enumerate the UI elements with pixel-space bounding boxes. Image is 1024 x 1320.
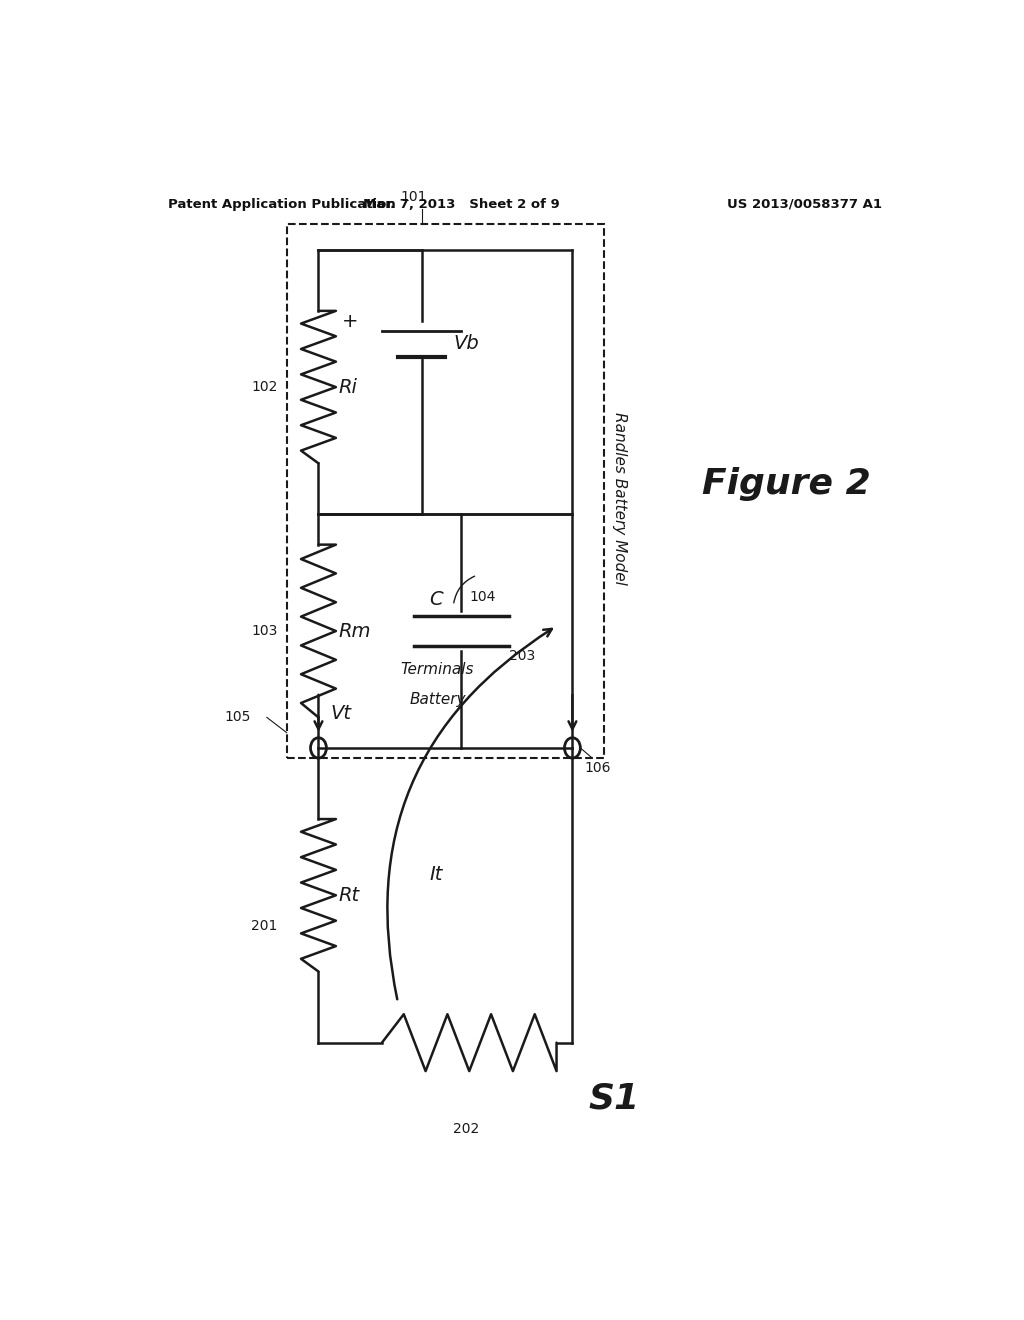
Text: 104: 104 [469, 590, 496, 605]
Text: 105: 105 [224, 710, 251, 725]
Text: +: + [342, 312, 358, 330]
Text: 101: 101 [400, 190, 427, 205]
Text: S1: S1 [588, 1081, 639, 1115]
Text: Randles Battery Model: Randles Battery Model [612, 412, 627, 585]
Text: It: It [430, 866, 443, 884]
Text: Vb: Vb [454, 334, 479, 352]
Text: Figure 2: Figure 2 [702, 467, 871, 500]
Text: Battery: Battery [410, 692, 466, 708]
Text: 103: 103 [251, 624, 278, 638]
Text: 106: 106 [585, 762, 611, 775]
Text: Mar. 7, 2013   Sheet 2 of 9: Mar. 7, 2013 Sheet 2 of 9 [362, 198, 560, 211]
Text: 202: 202 [454, 1122, 479, 1137]
Text: 102: 102 [251, 380, 278, 395]
Text: US 2013/0058377 A1: US 2013/0058377 A1 [727, 198, 882, 211]
Text: C: C [430, 590, 443, 610]
Text: Ri: Ri [338, 378, 357, 396]
Text: Rt: Rt [338, 886, 359, 904]
Text: Rm: Rm [338, 622, 371, 640]
Text: Terminals: Terminals [400, 661, 474, 677]
Text: 201: 201 [251, 919, 278, 933]
Text: 203: 203 [509, 649, 536, 664]
Text: Patent Application Publication: Patent Application Publication [168, 198, 395, 211]
Text: Vt: Vt [331, 704, 351, 722]
